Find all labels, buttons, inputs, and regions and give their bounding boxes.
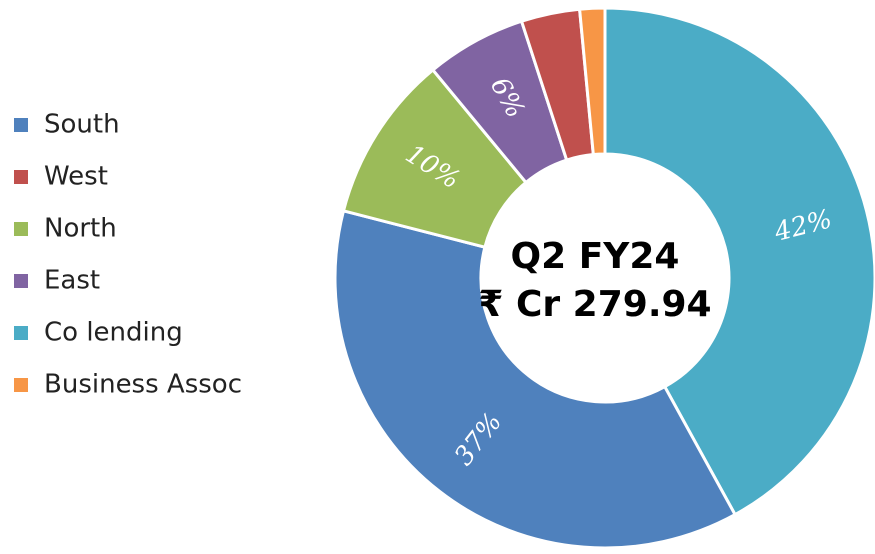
legend-swatch <box>14 170 28 184</box>
slice <box>577 6 607 157</box>
center-title: Q2 FY24 <box>511 236 680 277</box>
legend-swatch <box>14 118 28 132</box>
legend-label: East <box>44 266 100 296</box>
donut: 42%37%10%6% <box>333 6 875 550</box>
legend-label: Business Assoc <box>44 370 242 400</box>
legend-swatch <box>14 326 28 340</box>
center-value: ₹ Cr 279.94 <box>478 284 711 325</box>
legend: South West North East Co lending Business Ass… <box>14 110 242 400</box>
legend-swatch <box>14 274 28 288</box>
legend-label: West <box>44 162 108 192</box>
legend-label: Co lending <box>44 318 183 348</box>
legend-label: North <box>44 214 117 244</box>
legend-swatch <box>14 222 28 236</box>
slice <box>603 6 875 517</box>
slice <box>333 209 738 550</box>
legend-label: South <box>44 110 120 140</box>
legend-swatch <box>14 378 28 392</box>
